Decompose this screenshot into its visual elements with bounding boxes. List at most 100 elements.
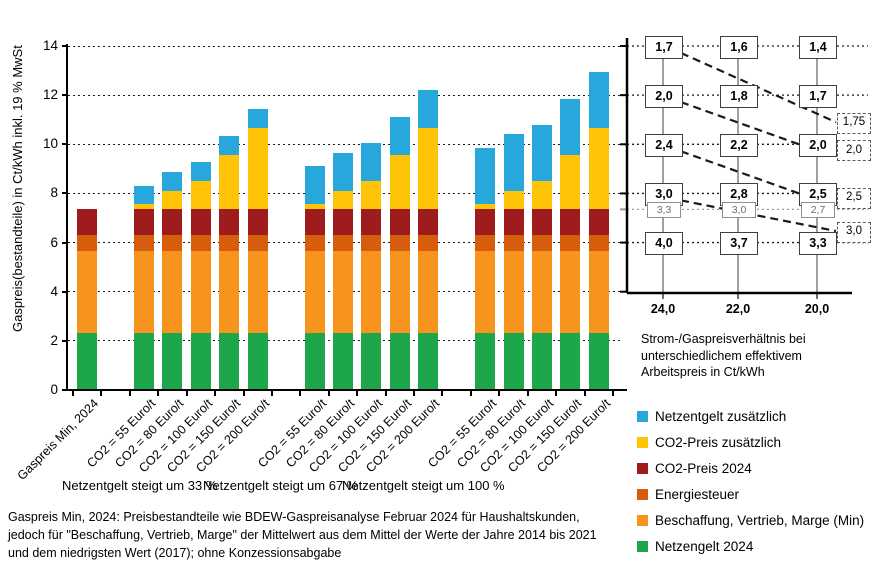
bar-segment-energiesteuer [304,235,325,252]
bar-segment-netzengelt-2024 [134,333,155,390]
ratio-value-box: 1,7 [645,35,683,59]
legend-swatch [637,437,648,448]
ratio-x-label: 22,0 [725,302,751,316]
bar-segment-netzentgelt-zus-tzlich [389,117,410,156]
bar-segment-energiesteuer [77,235,98,252]
y-axis [65,44,68,391]
bar-segment-co2-preis-2024 [361,209,382,236]
y-axis-tick [62,94,68,97]
bar-segment-netzentgelt-zus-tzlich [332,152,353,191]
legend-label: CO2-Preis 2024 [655,461,752,476]
bar-segment-co2-preis-zus-tzlich [560,155,581,210]
legend-label: Netzentgelt zusätzlich [655,409,787,424]
bar-segment-energiesteuer [418,235,439,252]
bar-segment-netzentgelt-zus-tzlich [219,136,240,156]
bar-segment-co2-preis-zus-tzlich [531,181,552,210]
ratio-value-box: 4,0 [645,232,683,256]
bar-segment-energiesteuer [475,235,496,252]
ratio-value-box: 1,6 [720,35,758,59]
bar-segment-netzentgelt-zus-tzlich [475,147,496,205]
bar-segment-beschaffung-vertrieb-marge-min- [361,251,382,334]
bar-segment-netzengelt-2024 [531,333,552,390]
bar-segment-beschaffung-vertrieb-marge-min- [134,251,155,334]
legend-item: Energiesteuer [637,487,739,502]
y-axis-tick-label: 0 [50,382,58,397]
bar-segment-co2-preis-2024 [475,209,496,236]
bar-segment-netzentgelt-zus-tzlich [134,185,155,205]
ratio-value-box-minor: 3,0 [722,202,756,219]
bar-segment-netzengelt-2024 [475,333,496,390]
legend-item: CO2-Preis 2024 [637,461,752,476]
y-axis-tick-label: 4 [50,283,58,299]
y-axis-title: Gaspreis(bestandteile) in Ct/kWh inkl. 1… [10,45,25,332]
bar-segment-netzengelt-2024 [332,333,353,390]
bar-segment-netzengelt-2024 [247,333,268,390]
ratio-value-box: 1,7 [799,84,837,108]
x-axis-tick [242,391,245,396]
bar-segment-co2-preis-2024 [588,209,609,236]
bar-segment-netzentgelt-zus-tzlich [162,172,183,191]
ratio-callout-box: 3,0 [837,221,871,243]
bar-segment-beschaffung-vertrieb-marge-min- [503,251,524,334]
bar-segment-energiesteuer [361,235,382,252]
bar-segment-co2-preis-2024 [560,209,581,236]
x-axis-tick [384,391,387,396]
bar-segment-beschaffung-vertrieb-marge-min- [219,251,240,334]
legend-item: Netzentgelt zusätzlich [637,409,786,424]
bar-segment-co2-preis-2024 [304,209,325,236]
bar-segment-co2-preis-2024 [332,209,353,236]
x-axis-tick [356,391,359,396]
ratio-value-box: 2,5 [799,182,837,206]
x-axis-tick [270,391,273,396]
x-axis-tick [214,391,217,396]
x-axis-tick [157,391,160,396]
ratio-value-box: 1,4 [799,35,837,59]
y-axis-tick [62,389,68,391]
bar-segment-netzentgelt-zus-tzlich [560,98,581,156]
bar-segment-beschaffung-vertrieb-marge-min- [190,251,211,334]
legend-swatch [637,541,648,552]
ratio-value-box: 2,0 [799,133,837,157]
x-axis-tick [299,391,302,396]
gridline [68,45,623,47]
x-group-label: Netzentgelt steigt um 67 % [203,478,359,493]
legend-item: Beschaffung, Vertrieb, Marge (Min) [637,513,864,528]
bar-segment-beschaffung-vertrieb-marge-min- [560,251,581,334]
bar-segment-netzengelt-2024 [560,333,581,390]
ratio-dashed-link [680,52,837,124]
footnote: Gaspreis Min, 2024: Preisbestandteile wi… [8,510,597,560]
y-axis-tick-label: 14 [42,38,58,53]
legend-swatch [637,411,648,422]
bar-segment-netzentgelt-zus-tzlich [190,162,211,182]
bar-segment-energiesteuer [503,235,524,252]
bar-segment-beschaffung-vertrieb-marge-min- [588,251,609,334]
ratio-value-box: 3,3 [799,232,837,256]
y-axis-tick [62,290,68,293]
bar-segment-netzentgelt-zus-tzlich [247,109,268,129]
bar-segment-co2-preis-zus-tzlich [162,190,183,210]
ratio-dashed-link [680,101,800,146]
ratio-value-box: 2,0 [645,84,683,108]
x-axis-tick [72,391,74,396]
ratio-value-box-minor: 2,7 [801,202,835,219]
bar-segment-co2-preis-2024 [531,209,552,236]
bar-segment-co2-preis-2024 [247,209,268,236]
bar-segment-co2-preis-2024 [418,209,439,236]
bar-segment-co2-preis-zus-tzlich [418,128,439,210]
bar-segment-beschaffung-vertrieb-marge-min- [162,251,183,334]
bar-segment-netzengelt-2024 [503,333,524,390]
x-group-label: Netzentgelt steigt um 100 % [342,478,505,493]
y-axis-tick [62,241,68,244]
legend-item: CO2-Preis zusätzlich [637,435,781,450]
bar-segment-netzengelt-2024 [389,333,410,390]
x-axis-tick [469,391,472,396]
y-axis-tick [62,339,68,342]
ratio-dashed-link [680,199,837,233]
y-axis-tick-label: 12 [42,87,58,103]
x-axis-tick [327,391,330,396]
bar-segment-co2-preis-zus-tzlich [332,190,353,210]
y-axis-tick-label: 2 [50,332,58,348]
legend-label: Netzengelt 2024 [655,539,754,554]
bar-segment-co2-preis-2024 [219,209,240,236]
x-axis-tick [611,391,614,396]
